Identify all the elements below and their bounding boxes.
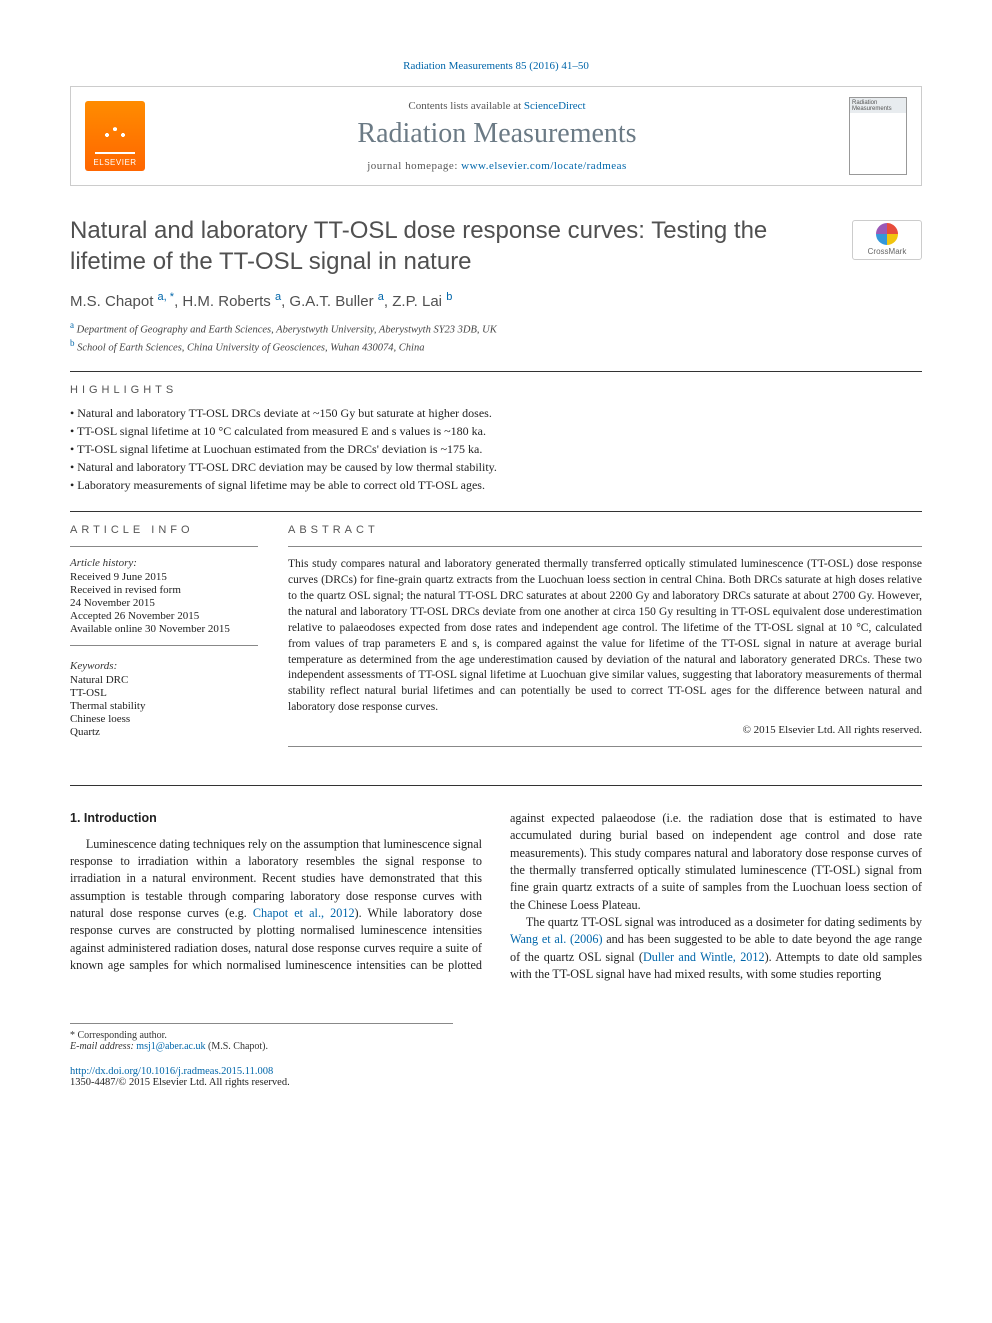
tree-icon bbox=[95, 114, 135, 154]
highlights-list: Natural and laboratory TT-OSL DRCs devia… bbox=[70, 406, 922, 493]
journal-cover-thumb: Radiation Measurements bbox=[849, 97, 907, 175]
article-page: Radiation Measurements 85 (2016) 41–50 E… bbox=[0, 0, 992, 1128]
crossmark-label: CrossMark bbox=[868, 247, 907, 257]
rule-2 bbox=[70, 511, 922, 512]
article-info-col: article info Article history: Received 9… bbox=[70, 524, 258, 757]
citation-line: Radiation Measurements 85 (2016) 41–50 bbox=[70, 60, 922, 72]
abstract-rule-2 bbox=[288, 746, 922, 747]
email-line: E-mail address: msj1@aber.ac.uk (M.S. Ch… bbox=[70, 1041, 453, 1052]
highlight-item: Natural and laboratory TT-OSL DRC deviat… bbox=[70, 460, 922, 475]
journal-title: Radiation Measurements bbox=[145, 118, 849, 150]
history-label: Article history: bbox=[70, 557, 258, 569]
homepage-line: journal homepage: www.elsevier.com/locat… bbox=[145, 160, 849, 172]
rule-1 bbox=[70, 371, 922, 372]
section-heading: 1. Introduction bbox=[70, 810, 482, 828]
articleinfo-heading: article info bbox=[70, 524, 258, 536]
copyright-line: © 2015 Elsevier Ltd. All rights reserved… bbox=[288, 724, 922, 736]
highlight-item: Laboratory measurements of signal lifeti… bbox=[70, 478, 922, 493]
author-list: M.S. Chapot a, *, H.M. Roberts a, G.A.T.… bbox=[70, 291, 922, 310]
history-line: 24 November 2015 bbox=[70, 597, 258, 609]
crossmark-badge[interactable]: CrossMark bbox=[852, 220, 922, 260]
author-3-sup: a bbox=[378, 291, 384, 303]
article-title: Natural and laboratory TT-OSL dose respo… bbox=[70, 216, 922, 277]
doi-block: http://dx.doi.org/10.1016/j.radmeas.2015… bbox=[70, 1066, 922, 1088]
highlights-heading: highlights bbox=[70, 384, 922, 396]
history-line: Received in revised form bbox=[70, 584, 258, 596]
contents-prefix: Contents lists available at bbox=[408, 100, 523, 112]
homepage-prefix: journal homepage: bbox=[367, 160, 461, 172]
contents-line: Contents lists available at ScienceDirec… bbox=[145, 100, 849, 112]
info-abstract-row: article info Article history: Received 9… bbox=[70, 524, 922, 757]
issn-line: 1350-4487/© 2015 Elsevier Ltd. All right… bbox=[70, 1077, 290, 1088]
abstract-text: This study compares natural and laborato… bbox=[288, 557, 922, 716]
affil-a-sup: a bbox=[70, 320, 74, 330]
ref-link-wang[interactable]: Wang et al. (2006) bbox=[510, 932, 603, 946]
body-columns: 1. Introduction Luminescence dating tech… bbox=[70, 810, 922, 983]
rule-3 bbox=[70, 785, 922, 786]
author-2-sup: a bbox=[275, 291, 281, 303]
homepage-link[interactable]: www.elsevier.com/locate/radmeas bbox=[461, 160, 627, 172]
history-line: Accepted 26 November 2015 bbox=[70, 610, 258, 622]
footnote-block: * Corresponding author. E-mail address: … bbox=[70, 1023, 453, 1052]
ref-link-duller[interactable]: Duller and Wintle, 2012 bbox=[643, 950, 765, 964]
email-label: E-mail address: bbox=[70, 1041, 134, 1052]
highlight-item: TT-OSL signal lifetime at 10 °C calculat… bbox=[70, 424, 922, 439]
author-1: M.S. Chapot bbox=[70, 293, 153, 310]
email-who: (M.S. Chapot). bbox=[208, 1041, 268, 1052]
info-rule-2 bbox=[70, 645, 258, 646]
elsevier-logo: ELSEVIER bbox=[85, 101, 145, 171]
email-link[interactable]: msj1@aber.ac.uk bbox=[136, 1041, 205, 1052]
para-2: The quartz TT-OSL signal was introduced … bbox=[510, 914, 922, 983]
keyword: Natural DRC bbox=[70, 674, 258, 686]
info-rule bbox=[70, 546, 258, 547]
keyword: Thermal stability bbox=[70, 700, 258, 712]
abstract-rule bbox=[288, 546, 922, 547]
author-2: H.M. Roberts bbox=[182, 293, 270, 310]
sciencedirect-link[interactable]: ScienceDirect bbox=[524, 100, 586, 112]
highlight-item: Natural and laboratory TT-OSL DRCs devia… bbox=[70, 406, 922, 421]
highlight-item: TT-OSL signal lifetime at Luochuan estim… bbox=[70, 442, 922, 457]
title-text: Natural and laboratory TT-OSL dose respo… bbox=[70, 217, 767, 275]
ref-link-chapot[interactable]: Chapot et al., 2012 bbox=[253, 906, 355, 920]
keywords-label: Keywords: bbox=[70, 660, 258, 672]
para2-seg-a: The quartz TT-OSL signal was introduced … bbox=[526, 915, 922, 929]
affil-b-text: School of Earth Sciences, China Universi… bbox=[77, 342, 424, 353]
history-line: Received 9 June 2015 bbox=[70, 571, 258, 583]
history-line: Available online 30 November 2015 bbox=[70, 623, 258, 635]
affiliation-a: a Department of Geography and Earth Scie… bbox=[70, 320, 922, 336]
abstract-col: abstract This study compares natural and… bbox=[288, 524, 922, 757]
affil-b-sup: b bbox=[70, 338, 75, 348]
keyword: Chinese loess bbox=[70, 713, 258, 725]
author-4-sup: b bbox=[446, 291, 452, 303]
affil-a-text: Department of Geography and Earth Scienc… bbox=[77, 325, 497, 336]
masthead: ELSEVIER Contents lists available at Sci… bbox=[70, 86, 922, 186]
doi-link[interactable]: http://dx.doi.org/10.1016/j.radmeas.2015… bbox=[70, 1066, 273, 1077]
corresponding-note: * Corresponding author. bbox=[70, 1030, 453, 1041]
publisher-label: ELSEVIER bbox=[93, 158, 136, 167]
affiliation-b: b School of Earth Sciences, China Univer… bbox=[70, 338, 922, 354]
keyword: TT-OSL bbox=[70, 687, 258, 699]
author-4: Z.P. Lai bbox=[392, 293, 442, 310]
author-1-sup: a, * bbox=[158, 291, 175, 303]
author-3: G.A.T. Buller bbox=[289, 293, 373, 310]
keyword: Quartz bbox=[70, 726, 258, 738]
crossmark-icon bbox=[876, 223, 898, 245]
masthead-center: Contents lists available at ScienceDirec… bbox=[145, 100, 849, 172]
abstract-heading: abstract bbox=[288, 524, 922, 536]
